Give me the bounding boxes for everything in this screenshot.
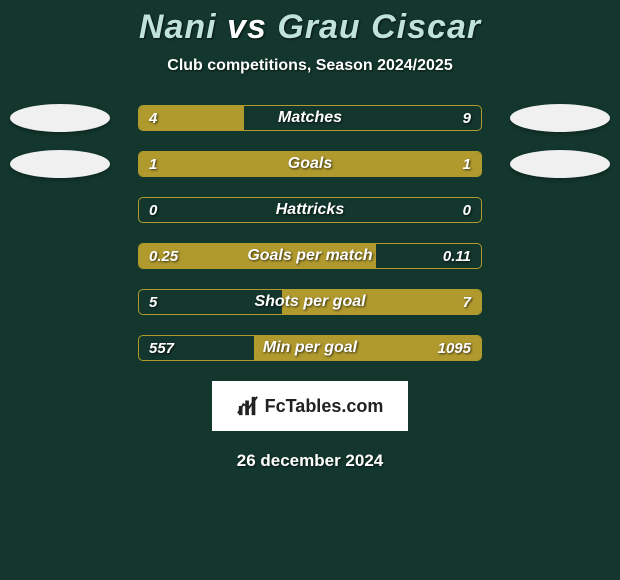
stat-label: Min per goal bbox=[139, 336, 481, 360]
stat-label: Goals per match bbox=[139, 244, 481, 268]
stat-label: Shots per goal bbox=[139, 290, 481, 314]
logo-text: FcTables.com bbox=[265, 396, 384, 417]
subtitle: Club competitions, Season 2024/2025 bbox=[0, 57, 620, 75]
vs-text: vs bbox=[227, 8, 267, 46]
stat-label: Goals bbox=[139, 152, 481, 176]
player2-avatar-placeholder bbox=[510, 150, 610, 178]
stat-row: 11Goals bbox=[0, 151, 620, 177]
chart-icon bbox=[237, 395, 259, 417]
comparison-widget: Nani vs Grau Ciscar Club competitions, S… bbox=[0, 0, 620, 471]
player1-avatar-placeholder bbox=[10, 150, 110, 178]
stat-row: 5571095Min per goal bbox=[0, 335, 620, 361]
stat-label: Matches bbox=[139, 106, 481, 130]
stat-row: 0.250.11Goals per match bbox=[0, 243, 620, 269]
stat-bar: 00Hattricks bbox=[138, 197, 482, 223]
stat-label: Hattricks bbox=[139, 198, 481, 222]
stat-bar: 57Shots per goal bbox=[138, 289, 482, 315]
stat-row: 57Shots per goal bbox=[0, 289, 620, 315]
player2-name: Grau Ciscar bbox=[277, 8, 481, 46]
stat-row: 00Hattricks bbox=[0, 197, 620, 223]
fctables-logo[interactable]: FcTables.com bbox=[212, 381, 408, 431]
stats-list: 49Matches 11Goals 00Hattricks 0.250.11Goals… bbox=[0, 105, 620, 361]
stat-bar: 49Matches bbox=[138, 105, 482, 131]
stat-bar: 11Goals bbox=[138, 151, 482, 177]
player2-avatar-placeholder bbox=[510, 104, 610, 132]
stat-bar: 5571095Min per goal bbox=[138, 335, 482, 361]
stat-bar: 0.250.11Goals per match bbox=[138, 243, 482, 269]
stat-row: 49Matches bbox=[0, 105, 620, 131]
date-label: 26 december 2024 bbox=[0, 451, 620, 471]
page-title: Nani vs Grau Ciscar bbox=[0, 8, 620, 47]
player1-avatar-placeholder bbox=[10, 104, 110, 132]
player1-name: Nani bbox=[139, 8, 217, 46]
